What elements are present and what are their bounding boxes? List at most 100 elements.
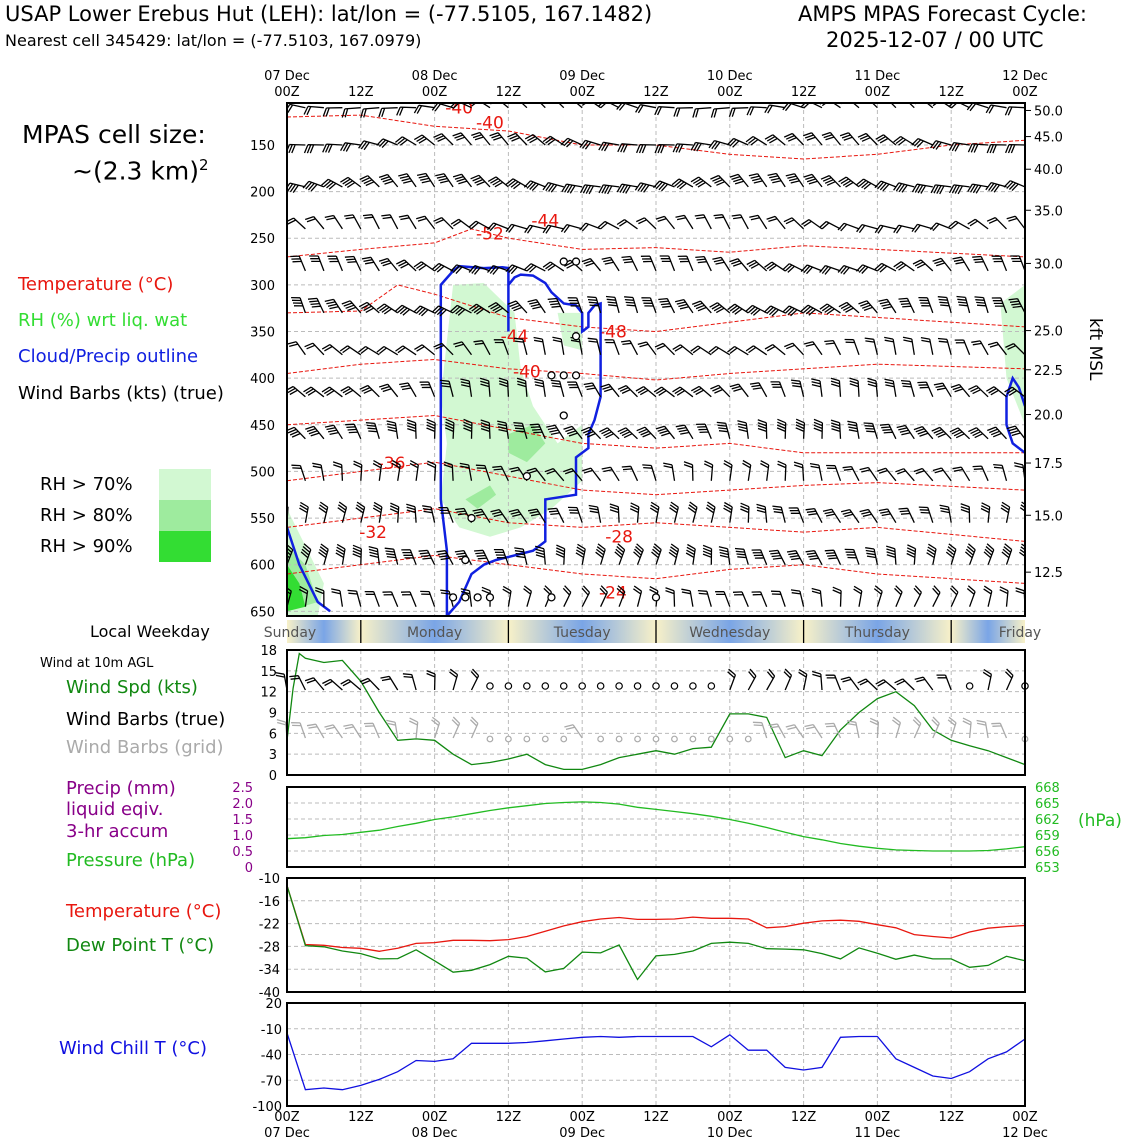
wind-barb	[911, 183, 933, 194]
wind-barb	[830, 419, 842, 439]
wind-barb	[669, 501, 679, 523]
wind-barb	[642, 464, 657, 481]
wind-barb	[406, 419, 417, 439]
wind-barb	[966, 585, 976, 607]
wind-barb	[911, 223, 933, 233]
isotherm-label: -24	[599, 584, 627, 604]
wind-barb	[597, 220, 620, 230]
isotherm-line	[287, 414, 1025, 454]
wind-barb	[489, 132, 509, 146]
wind-barb	[653, 386, 675, 398]
surface-calm-circle	[689, 682, 697, 690]
wind-barb	[985, 181, 1007, 193]
wind-barb	[822, 508, 842, 524]
wind-barb	[579, 139, 601, 150]
wind-barb	[318, 501, 329, 523]
wind-barb	[809, 462, 823, 481]
wind-barb	[884, 336, 897, 355]
surface-calm-circle	[670, 682, 679, 690]
rh-fill-region	[508, 424, 546, 463]
wind-barb	[991, 255, 1008, 272]
wind-barb	[547, 507, 565, 523]
wind-barb	[527, 298, 546, 314]
surface-wind-barb	[275, 671, 288, 691]
top-date-label: 11 Dec	[854, 69, 900, 84]
wind-barb	[460, 588, 473, 607]
top-hour-label: 12Z	[496, 85, 522, 100]
wind-barb	[422, 505, 436, 523]
wind-barb	[636, 426, 657, 440]
isotherm-label: -52	[476, 225, 504, 245]
wind-barb	[857, 132, 878, 146]
wind-barb	[716, 421, 731, 439]
wind-barb	[895, 468, 915, 482]
wind-barb	[443, 461, 454, 481]
wind-barb	[917, 381, 934, 398]
wind-barb	[805, 507, 823, 524]
wind-barb	[633, 543, 644, 565]
surface-wind-barb	[825, 674, 842, 691]
wind-barb	[358, 301, 380, 314]
wind-barb	[337, 501, 348, 523]
wind-barb	[672, 344, 694, 356]
wind-barb	[710, 384, 731, 398]
surface-wind-barb	[322, 678, 343, 691]
wind-barb	[321, 344, 343, 356]
xs-height-tick: 30.0	[1034, 257, 1063, 272]
wind-barb	[304, 215, 325, 230]
wind-barb	[859, 508, 878, 524]
wind-barb	[468, 264, 491, 275]
wind-barb	[873, 585, 883, 607]
wind-barb	[937, 337, 952, 355]
wind-barb	[793, 461, 805, 481]
wind-barb	[849, 377, 860, 397]
wind-barb	[382, 591, 399, 607]
wind-barb	[821, 131, 842, 146]
isotherm-label: -40	[513, 363, 541, 383]
wind-barb	[677, 255, 694, 272]
wind-barb	[409, 460, 419, 481]
xs-pressure-tick: 650	[250, 605, 275, 620]
weekday-name: Monday	[407, 625, 462, 641]
wind-barb	[770, 590, 786, 607]
wind-barb	[431, 305, 454, 317]
surface-wind-barb	[783, 668, 793, 691]
top-date-label: 08 Dec	[412, 69, 458, 84]
wind-barb	[1003, 180, 1025, 192]
wind-barb	[614, 543, 626, 565]
wind-barb	[898, 507, 915, 523]
wind-barb	[819, 303, 841, 315]
temp-ytick: -34	[259, 963, 280, 978]
wind-barb	[820, 175, 841, 188]
wind-barb	[751, 591, 768, 607]
wind-barb	[874, 180, 897, 192]
calm-circle	[448, 593, 458, 602]
wind-barb	[949, 585, 959, 607]
temp-ytick: -22	[259, 918, 280, 933]
wind-barb	[460, 378, 473, 397]
wind-barb	[690, 176, 712, 188]
wind-barb	[675, 214, 694, 230]
wind-barb	[729, 258, 749, 272]
wind-barb	[811, 378, 823, 397]
wind-barb	[948, 184, 970, 195]
legend-rh90: RH > 90%	[40, 536, 133, 557]
wind-barb	[1006, 215, 1025, 230]
surface-wind-barb	[727, 668, 737, 691]
wind-barb	[523, 180, 546, 192]
surface-calm-circle	[652, 682, 660, 690]
surface-grid-barb	[892, 716, 902, 739]
wind-barb	[527, 508, 546, 524]
wind-barb	[690, 385, 712, 398]
legend-barbs-true: Wind Barbs (true)	[66, 709, 226, 730]
weekday-name: Wednesday	[689, 625, 770, 641]
wind-barb	[853, 585, 863, 607]
bottom-hour-label: 00Z	[422, 1110, 448, 1125]
wind-barb	[394, 304, 417, 316]
wind-barb	[695, 255, 712, 272]
wind-barb	[287, 228, 288, 229]
wind-ytick: 6	[269, 727, 277, 742]
wind-barb	[524, 224, 546, 234]
wind-barb	[687, 501, 698, 523]
wind-barb	[621, 255, 639, 272]
